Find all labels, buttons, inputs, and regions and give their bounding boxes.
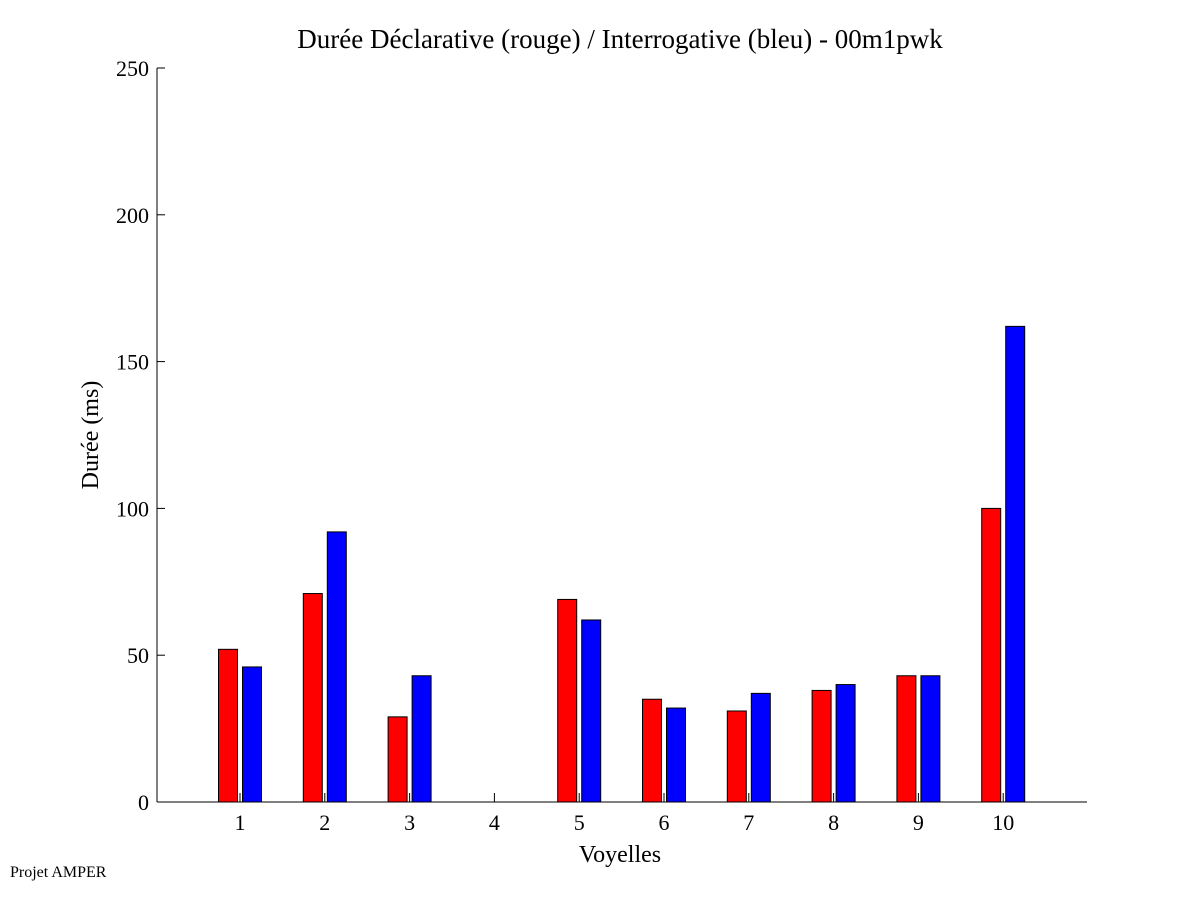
bar-declarative-5 — [557, 598, 578, 803]
bar-declarative-1 — [218, 648, 238, 803]
y-tick-label: 50 — [127, 643, 149, 668]
bar-declarative-8 — [811, 689, 832, 803]
x-tick-label: 10 — [992, 810, 1014, 835]
bar-interrogative-9 — [920, 675, 941, 803]
y-tick-label: 150 — [116, 350, 149, 375]
bar-interrogative-1 — [242, 666, 262, 803]
y-tick-label: 100 — [116, 496, 149, 521]
y-tick-label: 250 — [116, 56, 149, 81]
bars-group — [218, 325, 1026, 803]
x-tick-label: 7 — [743, 810, 754, 835]
bar-declarative-3 — [387, 716, 408, 803]
x-tick-label: 9 — [913, 810, 924, 835]
x-tick-label: 2 — [319, 810, 330, 835]
chart-title: Durée Déclarative (rouge) / Interrogativ… — [297, 24, 943, 54]
bar-interrogative-3 — [411, 675, 432, 803]
axes-group: 0 50 100 150 200 250 1 2 3 4 5 6 7 8 9 10 — [116, 56, 1087, 835]
x-tick-label: 4 — [489, 810, 500, 835]
x-tick-label: 5 — [574, 810, 585, 835]
bar-declarative-2 — [302, 593, 323, 803]
bar-interrogative-6 — [666, 707, 686, 803]
bar-interrogative-7 — [750, 692, 771, 803]
x-tick-label: 3 — [404, 810, 415, 835]
x-tick-label: 6 — [659, 810, 670, 835]
bar-interrogative-5 — [581, 619, 602, 803]
bar-interrogative-10 — [1005, 325, 1026, 803]
bar-declarative-7 — [726, 710, 747, 803]
y-tick-label: 200 — [116, 203, 149, 228]
x-tick-label: 1 — [235, 810, 246, 835]
y-axis-label: Durée (ms) — [78, 381, 104, 490]
y-tick-label: 0 — [138, 790, 149, 815]
x-tick-label: 8 — [828, 810, 839, 835]
x-axis-label: Voyelles — [579, 842, 661, 868]
bar-declarative-9 — [896, 675, 917, 803]
bar-interrogative-2 — [326, 531, 347, 803]
footer-credit: Projet AMPER — [10, 864, 107, 881]
bar-declarative-10 — [981, 507, 1002, 803]
bar-interrogative-8 — [835, 684, 856, 803]
bar-declarative-6 — [642, 698, 662, 803]
